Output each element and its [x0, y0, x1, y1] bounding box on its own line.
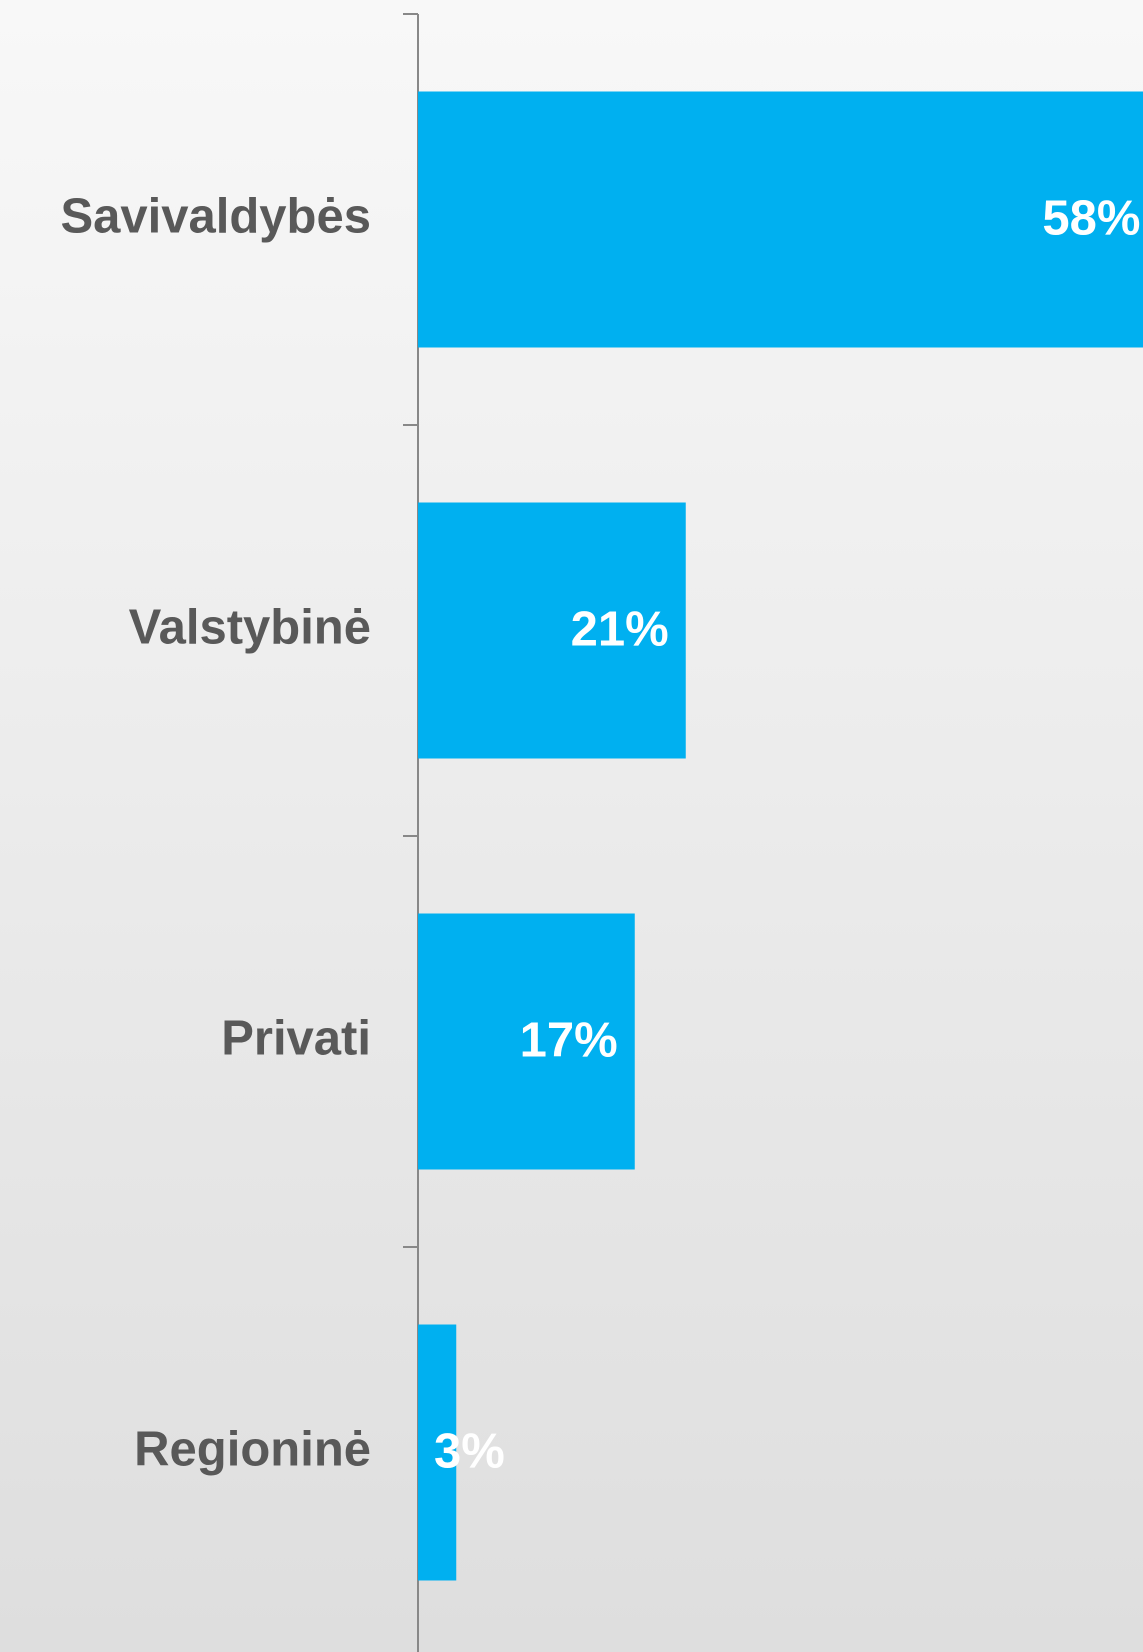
category-label: Valstybinė: [129, 600, 371, 654]
value-label: 58%: [1042, 191, 1140, 245]
bar: [418, 1324, 457, 1581]
value-label: 17%: [520, 1013, 618, 1067]
bar: [418, 913, 635, 1170]
value-label: 3%: [434, 1424, 505, 1478]
value-label: 21%: [571, 602, 669, 656]
category-label: Privati: [221, 1011, 371, 1065]
bar: [418, 91, 1143, 348]
category-label: Regioninė: [134, 1422, 371, 1476]
bar: [418, 502, 686, 759]
category-label: Savivaldybės: [60, 189, 371, 243]
